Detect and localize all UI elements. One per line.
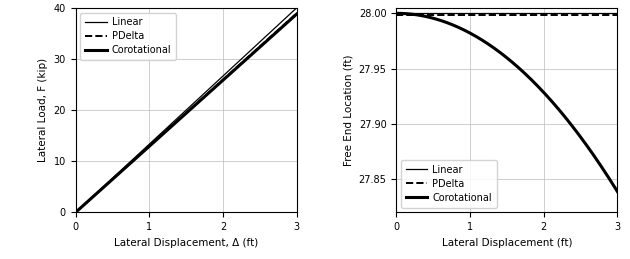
Line: Linear: Linear: [76, 8, 297, 212]
Linear: [288, 11, 295, 14]
Corotational: [293, 12, 301, 16]
PDelta: [392, 13, 400, 17]
Y-axis label: Free End Location (ft): Free End Location (ft): [343, 54, 353, 166]
Y-axis label: Lateral Load, F (kip): Lateral Load, F (kip): [38, 58, 48, 162]
X-axis label: Lateral Displacement (ft): Lateral Displacement (ft): [442, 238, 572, 248]
X-axis label: Lateral Displacement, Δ (ft): Lateral Displacement, Δ (ft): [114, 238, 258, 248]
PDelta: [72, 211, 79, 214]
Corotational: [499, 53, 507, 56]
PDelta: [498, 13, 505, 17]
Linear: [178, 112, 186, 116]
Linear: [192, 100, 199, 103]
PDelta: [253, 48, 261, 51]
PDelta: [499, 13, 507, 17]
PDelta: [512, 13, 520, 17]
Line: Corotational: Corotational: [76, 14, 297, 212]
Line: Corotational: Corotational: [396, 13, 617, 192]
Legend: Linear, PDelta, Corotational: Linear, PDelta, Corotational: [81, 13, 176, 60]
PDelta: [614, 13, 621, 17]
Corotational: [72, 211, 79, 214]
Linear: [72, 211, 79, 214]
Linear: [499, 12, 507, 15]
Linear: [498, 12, 505, 15]
PDelta: [609, 13, 616, 17]
Linear: [609, 12, 616, 15]
Corotational: [524, 75, 532, 78]
Corotational: [574, 131, 581, 134]
Linear: [392, 12, 400, 15]
PDelta: [288, 17, 295, 20]
Linear: [203, 89, 211, 92]
Linear: [512, 12, 520, 15]
Linear: [293, 6, 301, 9]
PDelta: [524, 13, 532, 17]
Corotational: [609, 182, 616, 185]
Corotational: [177, 117, 185, 120]
Corotational: [288, 17, 295, 20]
Linear: [574, 12, 581, 15]
Linear: [524, 12, 532, 15]
Corotational: [253, 48, 261, 51]
PDelta: [293, 12, 301, 15]
Linear: [177, 114, 185, 117]
Corotational: [498, 52, 505, 55]
PDelta: [574, 13, 581, 17]
Corotational: [512, 64, 520, 67]
Legend: Linear, PDelta, Corotational: Linear, PDelta, Corotational: [401, 160, 496, 207]
Line: PDelta: PDelta: [76, 13, 297, 212]
Corotational: [614, 190, 621, 193]
Linear: [253, 43, 261, 46]
Corotational: [192, 104, 199, 107]
PDelta: [192, 103, 199, 106]
PDelta: [178, 115, 186, 118]
PDelta: [177, 116, 185, 119]
Linear: [614, 12, 621, 15]
PDelta: [203, 92, 211, 95]
Corotational: [392, 12, 400, 15]
Corotational: [178, 116, 186, 119]
Corotational: [203, 93, 211, 96]
